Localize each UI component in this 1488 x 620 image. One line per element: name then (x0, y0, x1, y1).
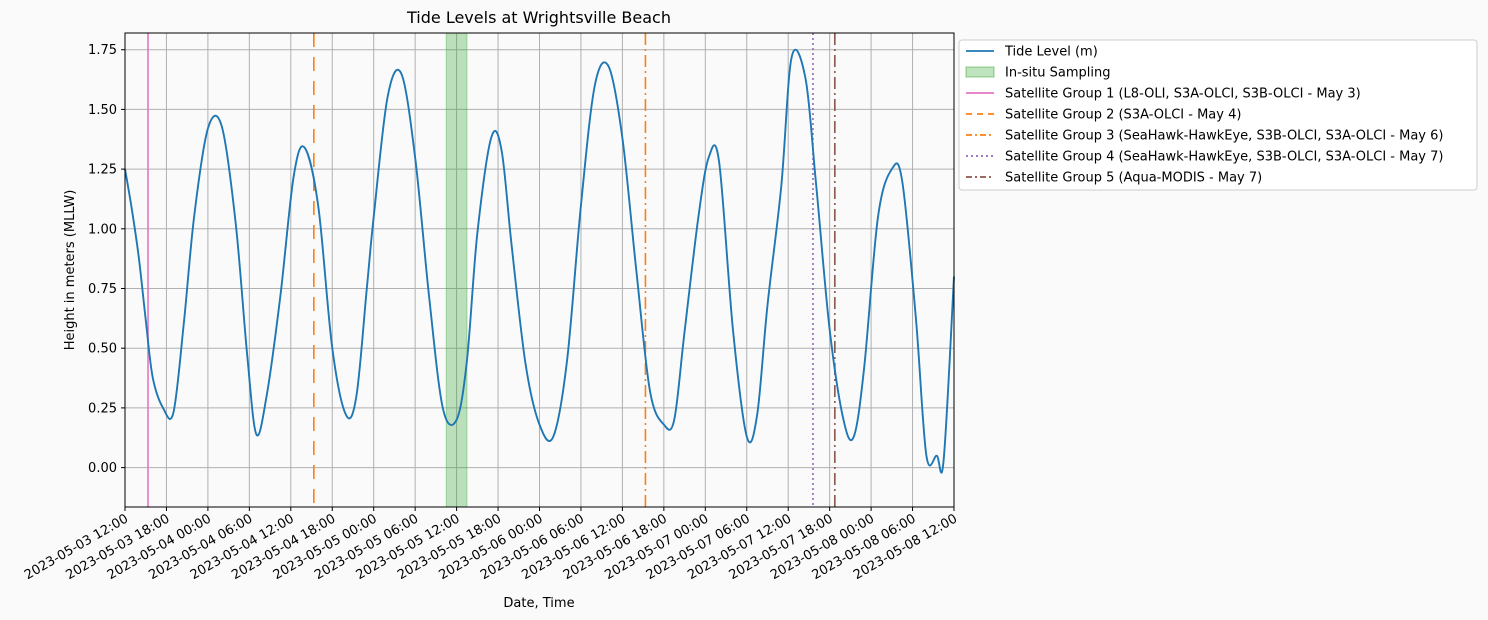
y-axis-label: Height in meters (MLLW) (63, 190, 78, 351)
y-tick-label: 1.50 (88, 103, 117, 118)
legend-satellite-group-4-label: Satellite Group 4 (SeaHawk-HawkEye, S3B-… (1005, 150, 1443, 165)
legend-satellite-group-5-label: Satellite Group 5 (Aqua-MODIS - May 7) (1005, 171, 1262, 186)
satellite-lines-layer (147, 33, 836, 507)
y-axis-ticks: 0.00 0.25 0.50 0.75 1.00 1.25 1.50 1.75 (88, 43, 125, 476)
legend-in-situ-sampling-swatch (965, 66, 995, 78)
series-layer (124, 48, 955, 474)
legend-satellite-group-1-label: Satellite Group 1 (L8-OLI, S3A-OLCI, S3B… (1005, 87, 1361, 102)
legend-satellite-group-3-label: Satellite Group 3 (SeaHawk-HawkEye, S3B-… (1005, 129, 1443, 144)
chart-title: Tide Levels at Wrightsville Beach (406, 8, 671, 27)
x-axis-label: Date, Time (503, 596, 574, 611)
y-tick-label: 1.25 (88, 163, 117, 178)
legend: Tide Level (m) In-situ Sampling Satellite … (958, 39, 1478, 191)
legend-in-situ-sampling-label: In-situ Sampling (1005, 66, 1110, 81)
in-situ-span-layer (445, 32, 468, 508)
legend-satellite-group-2-label: Satellite Group 2 (S3A-OLCI - May 4) (1005, 108, 1241, 123)
y-tick-label: 0.50 (88, 342, 117, 357)
legend-frame (958, 39, 1478, 191)
grid (124, 33, 955, 507)
y-tick-label: 0.00 (88, 461, 117, 476)
y-tick-label: 0.25 (88, 401, 117, 416)
y-tick-label: 1.00 (88, 222, 117, 237)
tide-level-line (124, 48, 955, 474)
legend-tide-level-label: Tide Level (m) (1004, 45, 1098, 60)
y-tick-label: 0.75 (88, 282, 117, 297)
y-tick-label: 1.75 (88, 43, 117, 58)
in-situ-sampling-span (445, 32, 468, 508)
